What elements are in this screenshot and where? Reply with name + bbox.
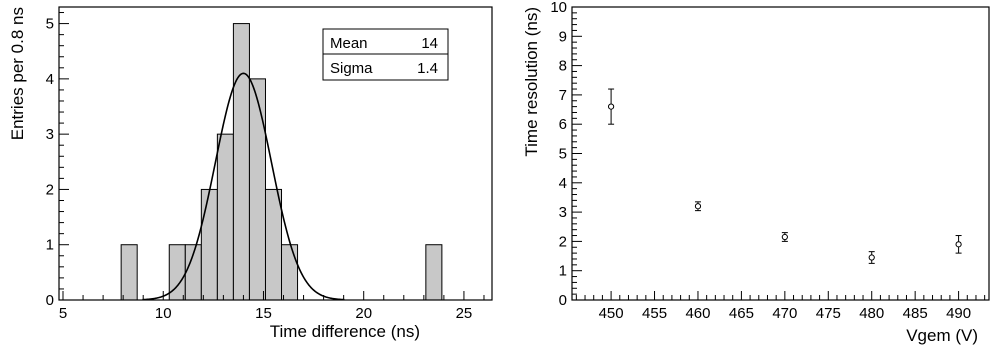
data-point [955, 241, 962, 248]
x-tick-label: 480 [859, 305, 884, 322]
resolution-x-ticks: 450 455 460 465 470 475 480 485 490 [575, 291, 986, 322]
histogram-panel: 5 10 15 20 25 0 1 2 3 4 5 Time difference (ns) En… [8, 6, 493, 341]
x-tick-label: 475 [816, 305, 841, 322]
histogram-plot-frame [58, 6, 493, 301]
histogram-bins [120, 23, 443, 301]
resolution-x-axis-label: Vgem (V) [906, 326, 978, 345]
x-tick-label: 485 [903, 305, 928, 322]
x-tick-label: 10 [155, 305, 172, 322]
histogram-bar [248, 78, 266, 301]
stats-mean-value: 14 [421, 35, 438, 52]
resolution-y-ticks: 0 1 2 3 4 5 6 7 8 9 10 [550, 0, 582, 309]
y-tick-label: 0 [559, 292, 567, 309]
y-tick-label: 6 [559, 116, 567, 133]
data-point [868, 254, 875, 261]
y-tick-label: 10 [550, 0, 567, 16]
histogram-bar [425, 244, 443, 301]
data-point [781, 233, 788, 241]
x-tick-label: 20 [355, 305, 372, 322]
x-tick-label: 25 [456, 305, 473, 322]
y-tick-label: 8 [559, 58, 567, 75]
stats-sigma-value: 1.4 [417, 60, 438, 77]
x-tick-label: 455 [642, 305, 667, 322]
y-tick-label: 5 [559, 146, 567, 163]
resolution-y-axis-label: Time resolution (ns) [522, 7, 541, 157]
y-tick-label: 4 [46, 71, 54, 88]
x-tick-label: 450 [599, 305, 624, 322]
y-tick-label: 7 [559, 87, 567, 104]
histogram-bar [264, 188, 283, 301]
y-tick-label: 2 [559, 233, 567, 250]
y-tick-label: 0 [46, 292, 54, 309]
histogram-bar [120, 244, 138, 301]
y-tick-label: 1 [559, 263, 567, 280]
y-tick-label: 5 [46, 16, 54, 33]
x-tick-label: 465 [729, 305, 754, 322]
histogram-bar [200, 188, 218, 301]
gaussian-fit-curve [142, 72, 345, 301]
x-tick-label: 470 [772, 305, 797, 322]
y-tick-label: 4 [559, 175, 567, 192]
x-tick-label: 460 [685, 305, 710, 322]
histogram-y-axis-label: Entries per 0.8 ns [8, 7, 27, 140]
histogram-bar [281, 244, 299, 301]
y-tick-label: 3 [46, 126, 54, 143]
histogram-x-ticks: 5 10 15 20 25 [59, 291, 485, 322]
y-tick-label: 2 [46, 181, 54, 198]
histogram-x-axis-label: Time difference (ns) [270, 322, 420, 341]
stats-mean-label: Mean [330, 35, 368, 52]
x-tick-label: 15 [255, 305, 272, 322]
histogram-bar [216, 133, 234, 301]
stats-sigma-label: Sigma [330, 60, 373, 77]
x-tick-label: 5 [59, 305, 67, 322]
resolution-data-points [607, 88, 962, 264]
y-tick-label: 3 [559, 204, 567, 221]
histogram-y-ticks: 0 1 2 3 4 5 [46, 12, 69, 309]
resolution-plot-frame [571, 6, 990, 301]
y-tick-label: 1 [46, 237, 54, 254]
data-point [607, 103, 615, 110]
stats-box: Mean 14 Sigma 1.4 [322, 28, 449, 81]
histogram-bar [232, 23, 250, 301]
resolution-panel: 450 455 460 465 470 475 480 485 490 0 1 2 3 4 5 6 7 8 9 10… [522, 0, 990, 345]
y-tick-label: 9 [559, 28, 567, 45]
data-point [694, 203, 702, 210]
x-tick-label: 490 [946, 305, 971, 322]
